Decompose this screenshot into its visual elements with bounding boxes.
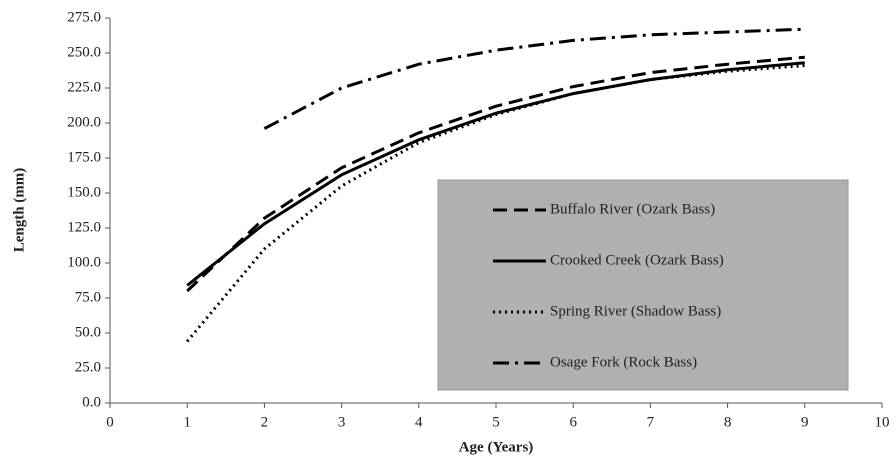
- y-tick-label: 225.0: [67, 79, 101, 95]
- legend-label: Spring River (Shadow Bass): [550, 303, 721, 319]
- x-tick-label: 7: [647, 414, 655, 430]
- y-tick-label: 75.0: [75, 289, 101, 305]
- x-axis-title: Age (Years): [459, 439, 534, 455]
- series-line: [186, 55, 805, 293]
- x-tick-label: 4: [415, 414, 423, 430]
- series-line: [186, 64, 805, 343]
- legend-box: [437, 179, 849, 391]
- x-tick-label: 10: [875, 414, 890, 430]
- y-tick-label: 25.0: [75, 359, 101, 375]
- y-tick-label: 0.0: [82, 394, 101, 410]
- y-tick-label: 100.0: [67, 254, 101, 270]
- x-tick-label: 6: [569, 414, 577, 430]
- y-tick-label: 275.0: [67, 9, 101, 25]
- legend-label: Buffalo River (Ozark Bass): [550, 201, 715, 217]
- y-tick-label: 50.0: [75, 324, 101, 340]
- y-tick-label: 200.0: [67, 114, 101, 130]
- x-tick-label: 0: [106, 414, 114, 430]
- y-tick-label: 175.0: [67, 149, 101, 165]
- legend-label: Osage Fork (Rock Bass): [550, 354, 697, 370]
- y-tick-label: 150.0: [67, 184, 101, 200]
- y-tick-label: 250.0: [67, 44, 101, 60]
- x-tick-label: 1: [183, 414, 191, 430]
- x-tick-label: 5: [492, 414, 500, 430]
- x-tick-label: 9: [801, 414, 809, 430]
- x-tick-label: 8: [724, 414, 732, 430]
- y-tick-label: 125.0: [67, 219, 101, 235]
- series-line: [263, 27, 805, 130]
- legend-label: Crooked Creek (Ozark Bass): [550, 252, 724, 268]
- x-tick-label: 3: [338, 414, 346, 430]
- x-tick-label: 2: [261, 414, 269, 430]
- y-axis-title: Length (mm): [11, 168, 27, 253]
